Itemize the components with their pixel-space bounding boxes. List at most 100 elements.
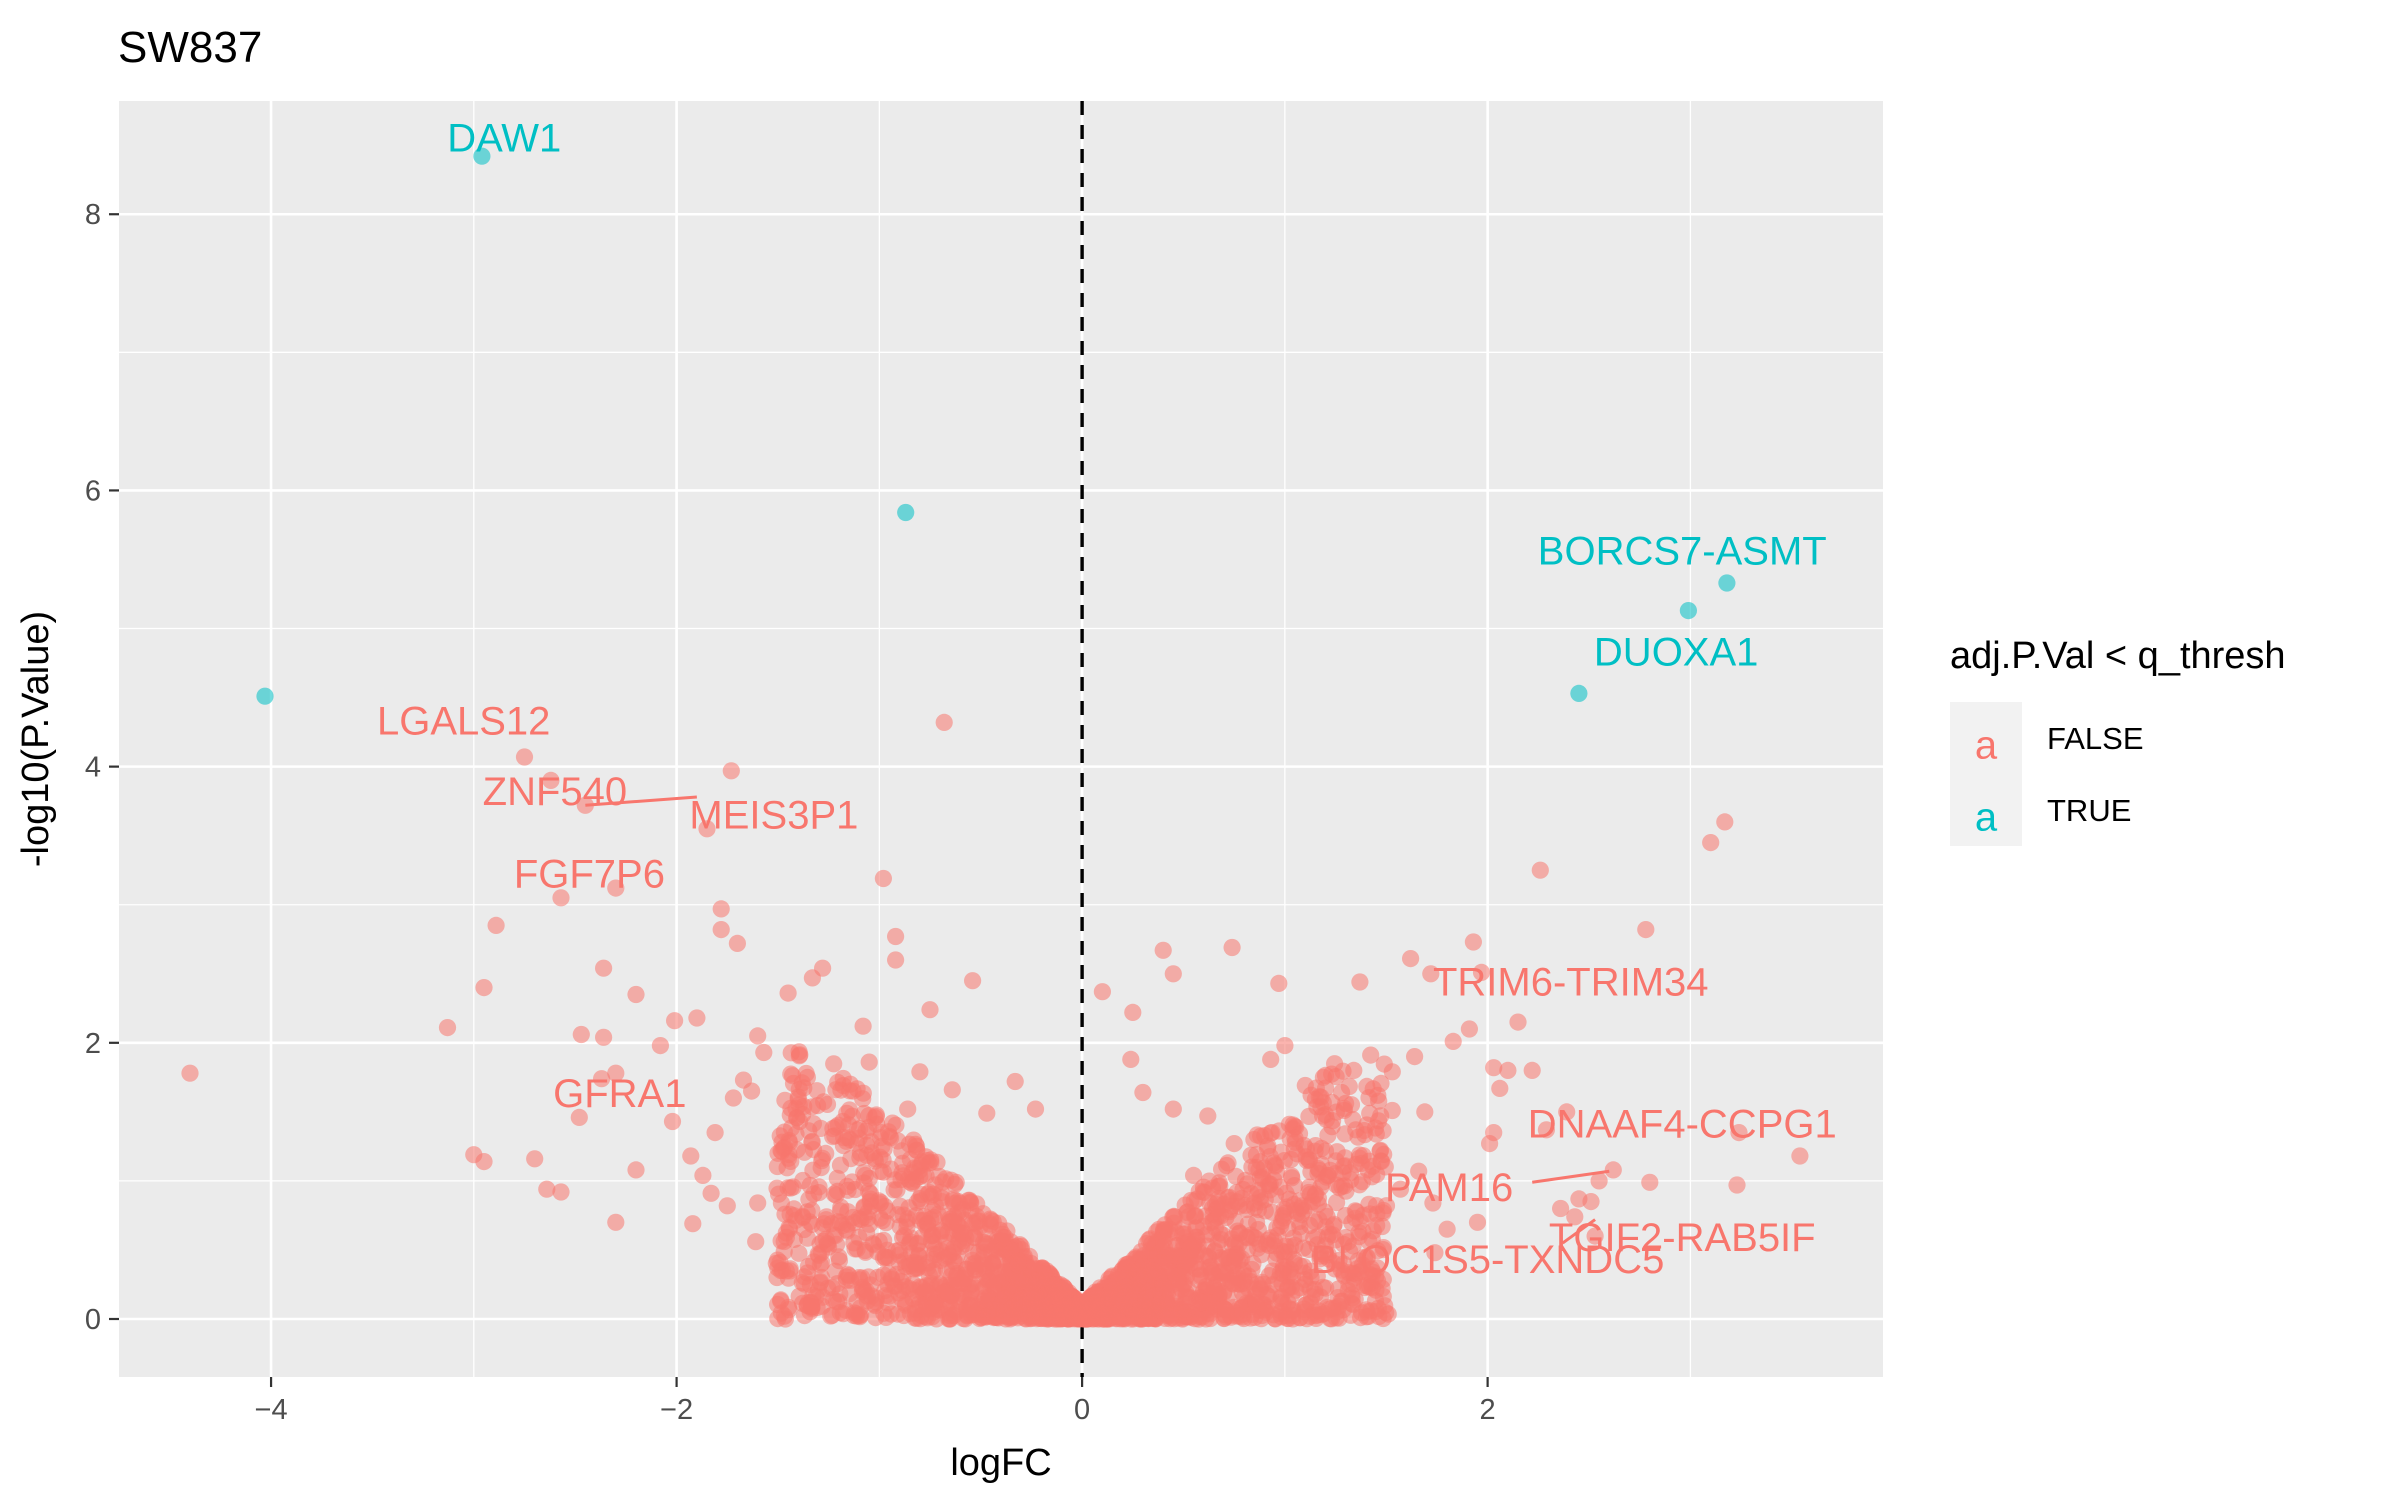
point-false	[907, 1137, 926, 1155]
point-false	[775, 1123, 794, 1141]
point-false	[1283, 1169, 1301, 1187]
point-false	[968, 1195, 986, 1213]
point-false	[1360, 1232, 1378, 1250]
point-false	[979, 1307, 997, 1325]
point-false	[799, 1257, 818, 1276]
point-false	[1728, 1176, 1746, 1194]
point-false	[1255, 1159, 1273, 1177]
point-false	[1531, 861, 1549, 879]
point-false	[595, 1028, 613, 1046]
point-true	[473, 147, 491, 165]
x-axis: −4 −2 0 2	[255, 1377, 1496, 1426]
point-false	[854, 1017, 872, 1035]
point-false	[779, 984, 797, 1002]
point-false	[769, 1144, 787, 1162]
point-false	[1292, 1279, 1310, 1297]
point-label: LGALS12	[377, 699, 550, 743]
point-false	[181, 1064, 199, 1082]
point-false	[1217, 1307, 1235, 1326]
point-false	[1472, 963, 1491, 982]
point-false	[1351, 973, 1369, 991]
point-false	[1283, 1302, 1302, 1320]
point-false	[926, 1240, 944, 1258]
point-false	[607, 879, 625, 897]
point-false	[1523, 1061, 1541, 1079]
point-false	[1416, 1103, 1434, 1121]
point-false	[1270, 974, 1288, 993]
point-false	[799, 1294, 818, 1312]
point-false	[1006, 1072, 1024, 1091]
point-false	[919, 1220, 937, 1238]
point-false	[1081, 1289, 1099, 1307]
point-false	[768, 1157, 787, 1176]
point-false	[803, 969, 822, 987]
point-false	[966, 1214, 984, 1232]
point-false	[1026, 1100, 1045, 1118]
point-false	[831, 1156, 850, 1174]
point-false	[718, 1197, 736, 1215]
point-false	[834, 1305, 852, 1323]
point-false	[1009, 1252, 1027, 1270]
point-false	[956, 1269, 974, 1287]
point-false	[1424, 1194, 1442, 1212]
point-false	[789, 1090, 807, 1108]
point-false	[1362, 1046, 1380, 1064]
point-false	[1172, 1280, 1190, 1298]
point-false	[1270, 1270, 1288, 1288]
y-axis: 0 2 4 6 8	[85, 199, 119, 1336]
point-false	[1374, 1239, 1393, 1257]
point-false	[1218, 1156, 1236, 1175]
point-false	[1185, 1166, 1203, 1184]
point-false	[917, 1167, 935, 1185]
point-false	[1167, 1224, 1185, 1242]
point-false	[858, 1224, 876, 1242]
point-label: DNAAF4-CCPG1	[1528, 1103, 1837, 1147]
point-false	[1360, 1265, 1378, 1283]
legend-entries: a FALSE a TRUE	[1950, 702, 2144, 846]
point-false	[552, 1183, 570, 1201]
point-false	[1332, 1261, 1350, 1279]
point-false	[818, 1095, 837, 1113]
point-false	[1226, 1213, 1244, 1231]
point-false	[627, 1161, 645, 1179]
point-false	[1243, 1305, 1261, 1323]
point-false	[1537, 1121, 1555, 1139]
point-false	[593, 1070, 611, 1088]
point-false	[1142, 1241, 1160, 1259]
point-false	[1367, 1125, 1385, 1143]
point-label: GFRA1	[553, 1072, 686, 1116]
point-false	[1402, 950, 1420, 968]
point-false	[907, 1207, 925, 1225]
point-true	[256, 687, 274, 705]
point-false	[942, 1287, 960, 1305]
point-label: FGF7P6	[514, 853, 665, 897]
point-false	[935, 713, 953, 732]
point-false	[1093, 983, 1111, 1001]
point-false	[1197, 1310, 1215, 1328]
point-false	[747, 1233, 765, 1251]
point-false	[1138, 1282, 1157, 1300]
point-false	[1347, 1121, 1365, 1139]
point-false	[858, 1292, 877, 1310]
point-false	[943, 1081, 961, 1099]
point-false	[627, 985, 645, 1004]
point-false	[1134, 1258, 1152, 1276]
point-false	[860, 1053, 878, 1071]
point-false	[829, 1182, 847, 1200]
point-false	[487, 916, 505, 935]
point-false	[1122, 1050, 1140, 1068]
point-false	[946, 1253, 964, 1272]
point-false	[607, 1064, 625, 1082]
point-false	[1730, 1124, 1748, 1142]
point-false	[1702, 834, 1720, 852]
point-false	[965, 1228, 983, 1247]
point-true	[897, 503, 915, 522]
point-false	[891, 1218, 909, 1236]
point-false	[801, 1176, 819, 1195]
x-tick-label: −2	[660, 1394, 693, 1426]
point-false	[1341, 1242, 1359, 1260]
point-false	[1323, 1118, 1341, 1136]
point-false	[814, 1288, 832, 1306]
point-false	[899, 1100, 917, 1118]
point-false	[921, 1001, 939, 1019]
